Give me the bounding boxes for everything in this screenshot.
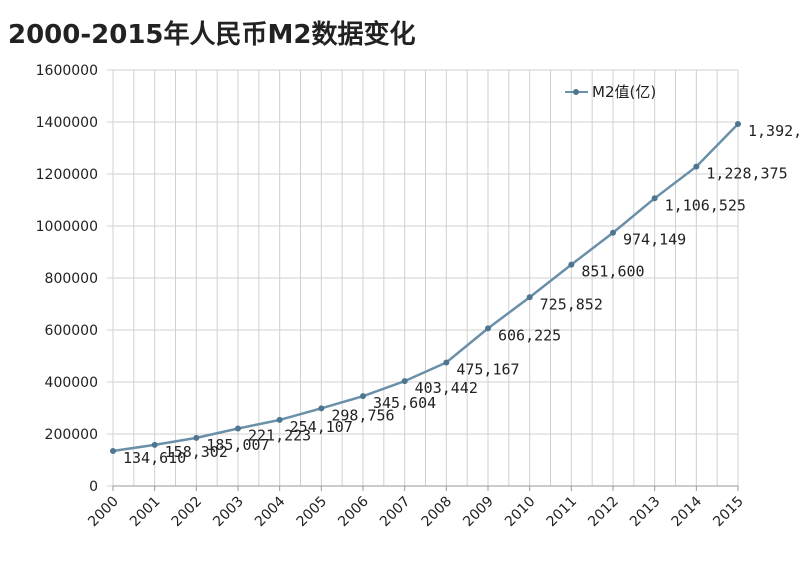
y-tick-label: 400000: [45, 375, 98, 391]
x-tick-label: 2010: [502, 494, 539, 531]
x-tick-label: 2013: [627, 494, 664, 531]
data-label: 345,604: [373, 394, 436, 412]
x-tick-label: 2009: [460, 494, 497, 531]
y-tick-label: 600000: [45, 323, 98, 339]
x-tick-label: 2000: [85, 494, 122, 531]
x-tick-label: 2002: [169, 494, 206, 531]
data-label: 1,106,525: [665, 196, 746, 214]
data-point: [610, 229, 616, 236]
x-tick-label: 2008: [419, 494, 456, 531]
y-tick-label: 200000: [45, 427, 98, 443]
legend-marker: [573, 89, 579, 95]
data-point: [443, 359, 450, 366]
x-tick-label: 2011: [544, 494, 581, 531]
data-point: [526, 294, 533, 301]
x-tick-label: 2014: [669, 493, 706, 530]
y-tick-label: 1200000: [36, 167, 98, 183]
data-point: [360, 393, 366, 400]
y-tick-label: 800000: [45, 271, 98, 287]
data-label: 606,225: [498, 326, 561, 344]
x-tick-label: 2001: [127, 494, 164, 531]
legend-label: M2值(亿): [592, 83, 656, 101]
data-label: 298,756: [331, 406, 394, 424]
data-point: [735, 121, 741, 128]
data-label: 974,149: [623, 231, 686, 249]
data-point: [693, 163, 700, 170]
x-tick-label: 2004: [252, 493, 289, 530]
data-point: [568, 261, 575, 268]
x-tick-label: 2012: [585, 494, 622, 531]
data-point: [651, 195, 658, 202]
data-point: [110, 448, 116, 455]
y-tick-label: 0: [89, 479, 98, 495]
data-label: 851,600: [581, 263, 644, 281]
y-tick-label: 1400000: [36, 115, 98, 131]
data-label: 475,167: [456, 360, 519, 378]
x-tick-label: 2007: [377, 494, 414, 531]
data-label: 134,610: [123, 449, 186, 467]
data-label: 725,852: [540, 295, 603, 313]
data-label: 158,302: [165, 443, 228, 461]
data-point: [235, 425, 241, 432]
data-point: [193, 434, 200, 441]
data-point: [485, 325, 491, 332]
x-tick-label: 2015: [710, 494, 747, 531]
data-label: 403,442: [415, 379, 478, 397]
chart-title: 2000-2015年人民币M2数据变化: [8, 20, 416, 50]
x-tick-label: 2006: [335, 493, 372, 530]
data-point: [318, 405, 325, 412]
data-label: 185,007: [206, 436, 269, 454]
data-point: [151, 441, 158, 448]
data-label: 1,228,375: [706, 165, 787, 183]
x-tick-label: 2005: [294, 494, 331, 531]
series-line: [112, 123, 739, 453]
data-label: 221,223: [248, 426, 311, 444]
x-tick-label: 2003: [210, 494, 247, 531]
y-tick-label: 1000000: [36, 219, 98, 235]
y-tick-label: 1600000: [36, 63, 98, 79]
data-point: [276, 416, 283, 423]
data-label: 1,392,300: [748, 122, 802, 140]
data-label: 254,107: [290, 418, 353, 436]
data-point: [401, 378, 408, 385]
